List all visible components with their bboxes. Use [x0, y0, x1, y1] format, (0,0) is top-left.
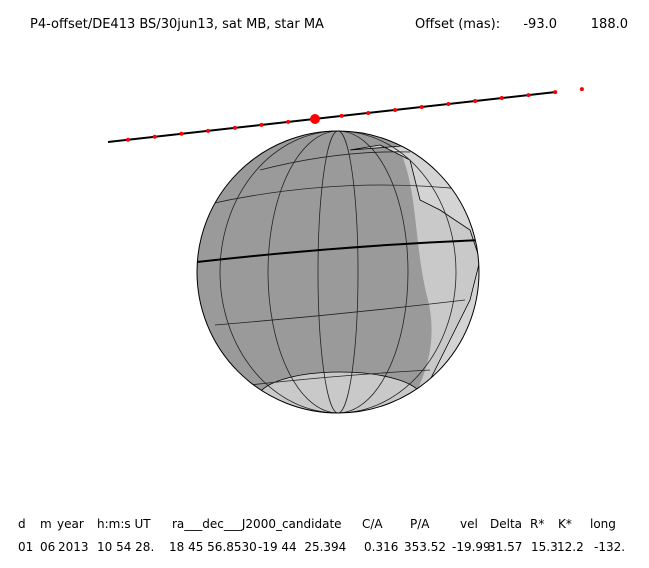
track-dot	[579, 87, 584, 92]
track-dot	[499, 96, 504, 101]
table-cell: 2013	[58, 540, 89, 554]
table-header: P/A	[410, 517, 430, 531]
table-header: d	[18, 517, 26, 531]
track-dot	[286, 119, 291, 124]
track-dot	[339, 113, 344, 118]
track-dot	[206, 128, 211, 133]
track-dot	[126, 137, 130, 142]
track-dot	[419, 104, 424, 109]
table-cell: -19.99	[452, 540, 491, 554]
limb	[196, 130, 480, 414]
table-cell: 18 45 56.8530	[169, 540, 257, 554]
table-header: Delta	[490, 517, 522, 531]
table-cell: 31.57	[488, 540, 522, 554]
table-cell: 0.316	[364, 540, 398, 554]
track-dot	[526, 93, 531, 98]
table-header: K*	[558, 517, 572, 531]
track-dot	[232, 125, 237, 130]
equator	[197, 239, 479, 263]
title: P4-offset/DE413 BS/30jun13, sat MB, star…	[30, 17, 324, 32]
track-dot	[473, 99, 478, 104]
table-header: h:m:s UT	[97, 517, 151, 531]
table-cell: -19 44 25.394	[258, 540, 346, 554]
graticule	[204, 131, 471, 413]
table-header: year	[57, 517, 84, 531]
offset-value: -93.0	[523, 17, 557, 32]
table-cell: 01	[18, 540, 33, 554]
track-dot	[553, 90, 558, 95]
table-cell: 06	[40, 540, 55, 554]
table-header: long	[590, 517, 616, 531]
table-header: ra___dec___J2000_candidate	[172, 517, 342, 531]
offset-value: 188.0	[591, 17, 628, 32]
track-dot	[179, 131, 184, 136]
track-dot	[446, 102, 451, 107]
table-cell: 10 54 28.	[97, 540, 154, 554]
table-cell: 15.3	[531, 540, 558, 554]
shadow-track	[107, 87, 584, 143]
table-cell: 12.2	[557, 540, 584, 554]
track-dot	[312, 116, 317, 121]
track-dot	[366, 110, 371, 115]
table-header: vel	[460, 517, 478, 531]
offset-label: Offset (mas):	[415, 17, 500, 32]
track-dot	[259, 122, 264, 127]
table-header: C/A	[362, 517, 383, 531]
track-dot	[152, 134, 157, 139]
table-cell: -132.	[594, 540, 625, 554]
table-cell: 353.52	[404, 540, 446, 554]
earth-disk	[197, 131, 479, 413]
track-dot	[393, 107, 397, 112]
table-header: m	[40, 517, 52, 531]
table-header: R*	[530, 517, 544, 531]
